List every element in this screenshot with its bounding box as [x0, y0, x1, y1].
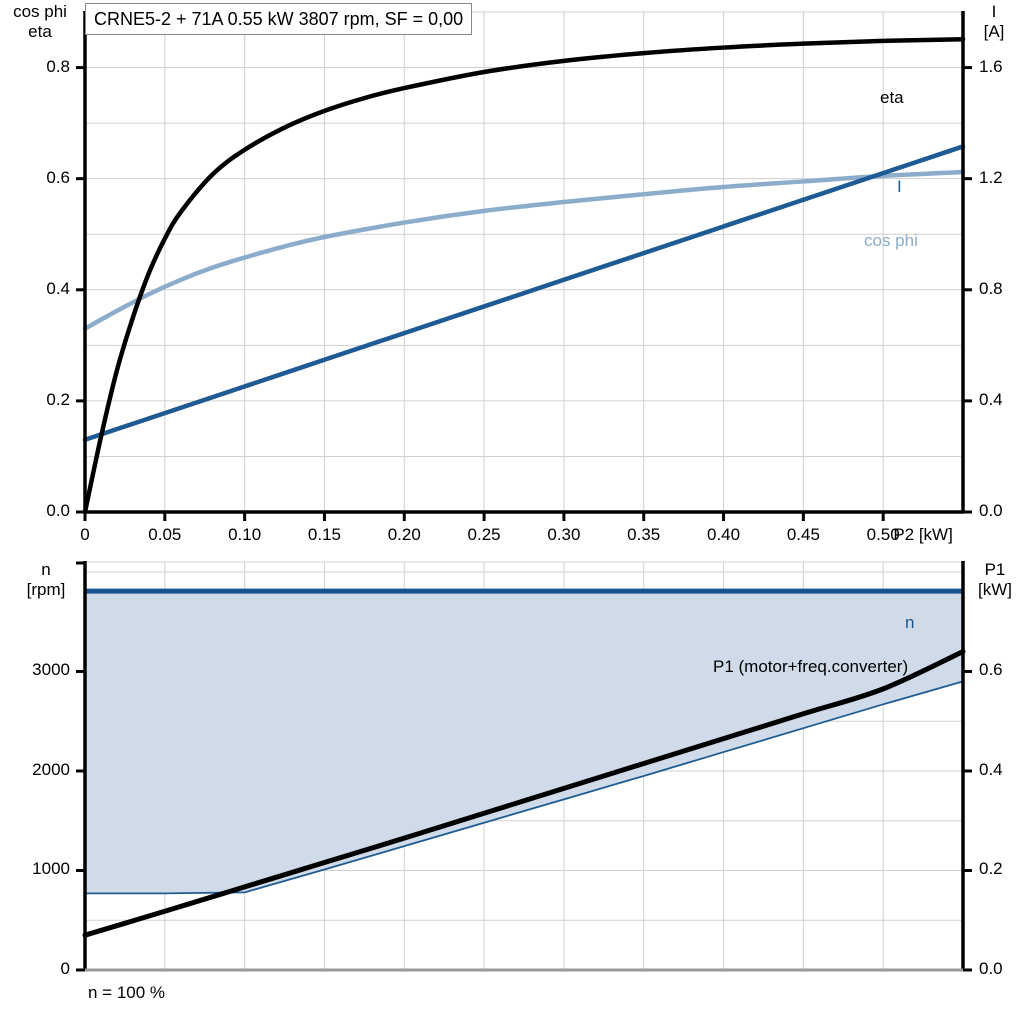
top-right-axis-title: I [A] [983, 2, 1005, 41]
top-y2tick-label: 1.2 [979, 167, 1003, 187]
eta-curve [82, 36, 966, 515]
bottom-ytick-label: 3000 [32, 660, 70, 680]
bottom-ytick-label: 1000 [32, 859, 70, 879]
top-ytick-label: 0.2 [46, 389, 70, 409]
top-grid [85, 11, 963, 512]
bottom-y2tick-label: 0.2 [979, 859, 1003, 879]
top-xtick-label: 0 [80, 525, 90, 544]
speed-envelope-area [85, 591, 963, 894]
model-title-box: CRNE5-2 + 71A 0.55 kW 3807 rpm, SF = 0,0… [85, 3, 473, 35]
bottom-right-axis-title: P1 [kW] [978, 560, 1012, 599]
bottom-y2tick-label: 0.0 [979, 959, 1003, 978]
top-xtick-label: 0.10 [228, 525, 262, 544]
p1-curve [82, 649, 966, 938]
top-y2tick-label: 1.6 [979, 56, 1003, 76]
bottom-series [82, 588, 966, 938]
top-xtick-label: 0.05 [148, 525, 182, 544]
bottom-ytick-label: 2000 [32, 759, 70, 779]
top-xtick-label: 0.20 [387, 525, 421, 544]
eta-curve-label: eta [880, 88, 904, 107]
top-xtick-label: 0.35 [627, 525, 661, 544]
current-curve-label: I [897, 177, 902, 196]
top-series [82, 36, 966, 515]
top-xtick-label: 0.45 [786, 525, 820, 544]
top-axes [76, 11, 972, 521]
top-xtick-label: 0.50 [866, 525, 900, 544]
top-xtick-label: 0.25 [467, 525, 501, 544]
top-chart-canvas [76, 11, 972, 521]
top-ytick-label: 0.6 [46, 167, 70, 187]
top-ytick-label: 0.0 [46, 501, 70, 520]
top-left-axis-title: cos phi eta [13, 2, 67, 41]
bottom-ytick-label: 0 [60, 959, 70, 978]
speed-curve-label: n [905, 613, 915, 632]
bottom-y2tick-label: 0.6 [979, 660, 1003, 680]
top-xtick-label: 0.15 [307, 525, 341, 544]
top-y2tick-label: 0.4 [979, 389, 1003, 409]
top-xtick-label: 0.30 [547, 525, 581, 544]
top-xaxis-title: P2 [kW] [893, 525, 953, 544]
cosphi-curve-label: cos phi [864, 231, 918, 250]
current-curve [82, 144, 966, 443]
bottom-axes [76, 561, 972, 972]
top-ytick-label: 0.8 [46, 56, 70, 76]
top-ytick-label: 0.4 [46, 278, 70, 298]
bottom-left-axis-title: n [rpm] [26, 560, 66, 599]
top-y2tick-label: 0.8 [979, 278, 1003, 298]
bottom-y2tick-label: 0.4 [979, 759, 1003, 779]
speed-percent-note: n = 100 % [88, 983, 166, 1002]
p1-curve-label: P1 (motor+freq.converter) [713, 657, 909, 676]
cosphi-curve [82, 169, 966, 331]
top-xtick-label: 0.40 [706, 525, 741, 544]
top-y2tick-label: 0.0 [979, 501, 1003, 520]
